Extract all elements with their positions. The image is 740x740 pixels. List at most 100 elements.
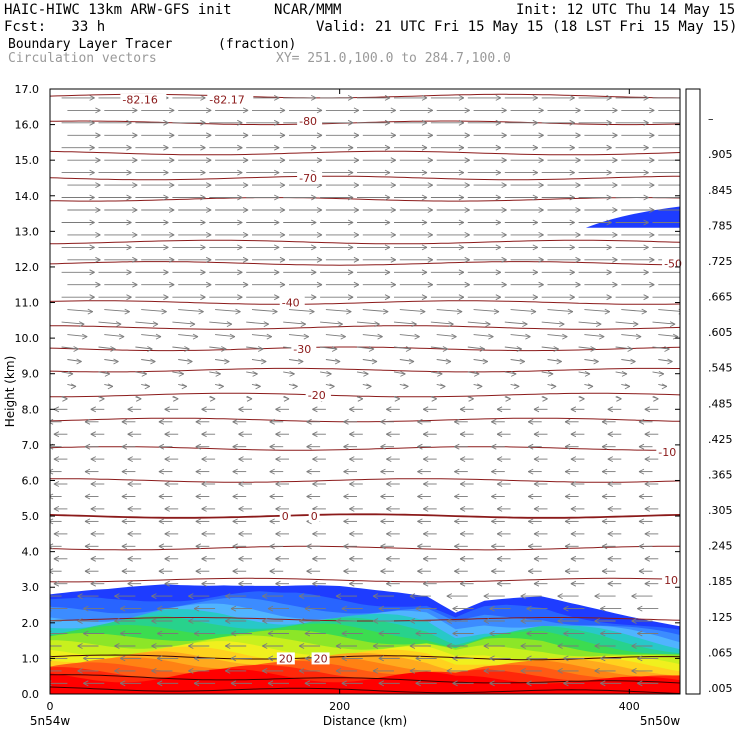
vector-head — [653, 395, 659, 402]
y-tick-label: 11.0 — [15, 297, 40, 310]
circulation-vector — [325, 359, 341, 362]
vector-head — [491, 568, 497, 575]
vector-head — [298, 667, 305, 674]
vector-head — [542, 395, 548, 402]
vector-head — [353, 132, 360, 139]
vector-head — [275, 456, 281, 463]
vector-head — [686, 108, 691, 113]
vector-head — [575, 182, 581, 189]
vector-head — [188, 667, 194, 674]
circulation-vector — [615, 346, 633, 350]
vector-head — [415, 680, 421, 687]
vector-head — [538, 107, 544, 114]
contour-label-bg — [297, 171, 323, 184]
vector-head — [594, 618, 600, 624]
circulation-vector — [104, 309, 130, 313]
circulation-vector — [172, 371, 184, 375]
vector-head — [132, 207, 138, 213]
vector-head — [437, 370, 443, 377]
vector-head — [200, 294, 206, 301]
vector-head — [459, 530, 466, 537]
vector-head — [152, 321, 159, 328]
vector-head — [569, 194, 575, 201]
vector-head — [306, 443, 312, 450]
vector-head — [491, 493, 497, 500]
vector-head — [563, 680, 569, 687]
contour-label: -50 — [664, 257, 682, 270]
vector-head — [337, 321, 343, 328]
vector-head — [283, 395, 290, 402]
vector-head — [570, 431, 577, 438]
vector-head — [422, 456, 429, 463]
vector-head — [312, 431, 318, 438]
run-title: HAIC-HIWC 13km ARW-GFS init — [4, 2, 232, 18]
vector-head — [380, 568, 386, 575]
vector-head — [547, 370, 554, 377]
vector-head — [496, 406, 503, 413]
vector-head — [90, 505, 97, 512]
vector-head — [533, 431, 540, 438]
vector-head — [489, 630, 495, 637]
circulation-vector — [652, 371, 664, 375]
vector-head — [513, 383, 520, 390]
contour-label: 20 — [314, 652, 328, 665]
vector-head — [50, 568, 54, 575]
vector-head — [267, 680, 274, 687]
circulation-vector — [652, 321, 676, 325]
vector-head — [532, 94, 539, 101]
vector-head — [643, 294, 649, 301]
vector-head — [132, 256, 138, 263]
vector-head — [445, 358, 452, 365]
vector-head — [84, 443, 91, 450]
vector-head — [127, 481, 133, 487]
vector-head — [458, 169, 465, 176]
vector-head — [530, 308, 537, 315]
vector-head — [168, 231, 175, 238]
vector-head — [89, 244, 95, 251]
vector-head — [195, 418, 202, 425]
vector-head — [90, 481, 97, 487]
vector-head — [158, 418, 165, 425]
circulation-vector — [172, 321, 196, 325]
vector-head — [298, 593, 305, 600]
vector-head — [242, 281, 249, 288]
vector-head — [532, 194, 539, 201]
vector-head — [306, 493, 312, 500]
contour-labels: -82.16-82.17-80-70-50-40-30-20-20-100010… — [120, 93, 688, 665]
vector-head — [686, 133, 691, 138]
circulation-vector — [584, 359, 599, 362]
vector-head — [335, 593, 342, 600]
vector-head — [575, 256, 581, 263]
vector-head — [520, 667, 526, 674]
vector-head — [606, 94, 612, 101]
vector-head — [458, 94, 465, 101]
vector-head — [193, 655, 200, 662]
circulation-vector — [578, 321, 602, 325]
contour-label-bg — [291, 342, 317, 355]
circulation-vector — [356, 346, 375, 350]
vector-head — [495, 244, 502, 251]
circulation-vector — [135, 346, 153, 350]
contour-label: -40 — [282, 297, 300, 310]
vector-head — [195, 468, 202, 475]
vector-head — [237, 219, 243, 226]
vector-head — [237, 119, 243, 126]
vector-head — [458, 119, 465, 126]
circulation-vector — [399, 309, 426, 313]
circulation-vector — [283, 321, 306, 325]
vector-head — [510, 370, 517, 377]
vector-head — [41, 594, 46, 599]
circulation-vector — [104, 359, 119, 362]
vector-head — [200, 244, 206, 251]
circulation-vector — [399, 359, 415, 362]
vector-head — [306, 468, 312, 475]
vector-head — [643, 194, 649, 201]
circulation-vector — [393, 371, 406, 375]
vector-head — [569, 219, 575, 226]
temperature-contour — [50, 417, 680, 423]
vector-head — [415, 655, 421, 662]
vector-head — [341, 605, 348, 612]
vector-head — [606, 169, 612, 176]
vector-head — [417, 493, 423, 500]
contour-label-bg — [297, 115, 323, 128]
